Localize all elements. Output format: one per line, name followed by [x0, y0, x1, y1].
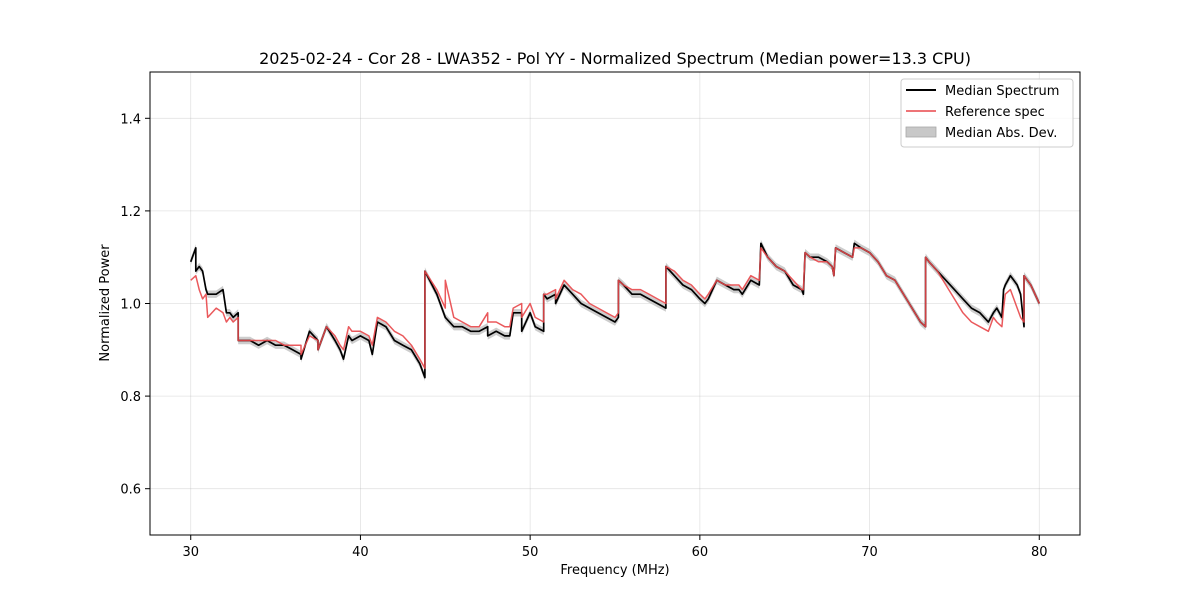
axis-ticks: 30 40 50 60 70 80 0.6 0.8 1.0 1.2 1.4: [120, 112, 1047, 560]
x-tick-label: 30: [182, 545, 199, 560]
mad-band: [190, 239, 1040, 382]
y-tick-label: 1.0: [120, 298, 141, 313]
reference-spectrum-line: [190, 247, 1040, 370]
legend-median-label: Median Spectrum: [945, 84, 1059, 99]
y-tick-label: 0.6: [120, 483, 141, 498]
legend: Median Spectrum Reference spec Median Ab…: [900, 78, 1074, 148]
x-tick-label: 80: [1031, 545, 1048, 560]
series-layer: [189, 239, 1041, 382]
legend-box: [900, 78, 1074, 148]
y-tick-label: 0.8: [120, 390, 141, 405]
x-tick-label: 40: [352, 545, 369, 560]
y-tick-label: 1.2: [120, 205, 141, 220]
legend-mad-label: Median Abs. Dev.: [945, 126, 1057, 141]
x-tick-label: 60: [692, 545, 709, 560]
legend-mad-swatch: [905, 126, 937, 138]
x-axis-label: Frequency (MHz): [560, 563, 669, 578]
chart-title: 2025-02-24 - Cor 28 - LWA352 - Pol YY - …: [259, 49, 971, 68]
y-tick-label: 1.4: [120, 112, 141, 127]
x-tick-label: 70: [861, 545, 878, 560]
legend-reference-label: Reference spec: [945, 105, 1045, 120]
x-tick-label: 50: [522, 545, 539, 560]
y-axis-label: Normalized Power: [98, 244, 113, 362]
